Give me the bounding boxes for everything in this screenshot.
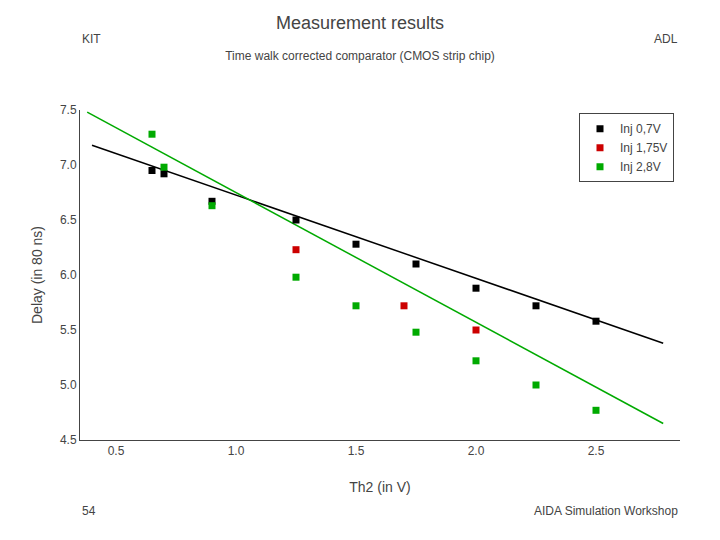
svg-text:Time walk corrected comparator: Time walk corrected comparator (CMOS str… bbox=[225, 49, 495, 63]
svg-text:ADL: ADL bbox=[654, 32, 678, 46]
svg-text:4.5: 4.5 bbox=[60, 433, 77, 447]
svg-text:7.0: 7.0 bbox=[60, 158, 77, 172]
svg-text:1.0: 1.0 bbox=[228, 444, 245, 458]
svg-text:0.5: 0.5 bbox=[108, 444, 125, 458]
svg-text:5.5: 5.5 bbox=[60, 323, 77, 337]
svg-text:5.0: 5.0 bbox=[60, 378, 77, 392]
svg-text:Delay (in 80 ns): Delay (in 80 ns) bbox=[29, 226, 45, 324]
svg-text:Inj 2,8V: Inj 2,8V bbox=[620, 160, 661, 174]
svg-text:1.5: 1.5 bbox=[348, 444, 365, 458]
svg-text:Inj 1,75V: Inj 1,75V bbox=[620, 141, 667, 155]
svg-text:6.5: 6.5 bbox=[60, 213, 77, 227]
svg-text:AIDA Simulation Workshop: AIDA Simulation Workshop bbox=[534, 504, 678, 518]
svg-text:KIT: KIT bbox=[82, 32, 101, 46]
svg-text:7.5: 7.5 bbox=[60, 103, 77, 117]
svg-text:Th2 (in V): Th2 (in V) bbox=[349, 479, 410, 495]
svg-text:Measurement results: Measurement results bbox=[276, 13, 444, 33]
svg-text:2.0: 2.0 bbox=[468, 444, 485, 458]
svg-text:2.5: 2.5 bbox=[588, 444, 605, 458]
svg-text:54: 54 bbox=[82, 504, 96, 518]
svg-text:6.0: 6.0 bbox=[60, 268, 77, 282]
svg-text:Inj 0,7V: Inj 0,7V bbox=[620, 122, 661, 136]
